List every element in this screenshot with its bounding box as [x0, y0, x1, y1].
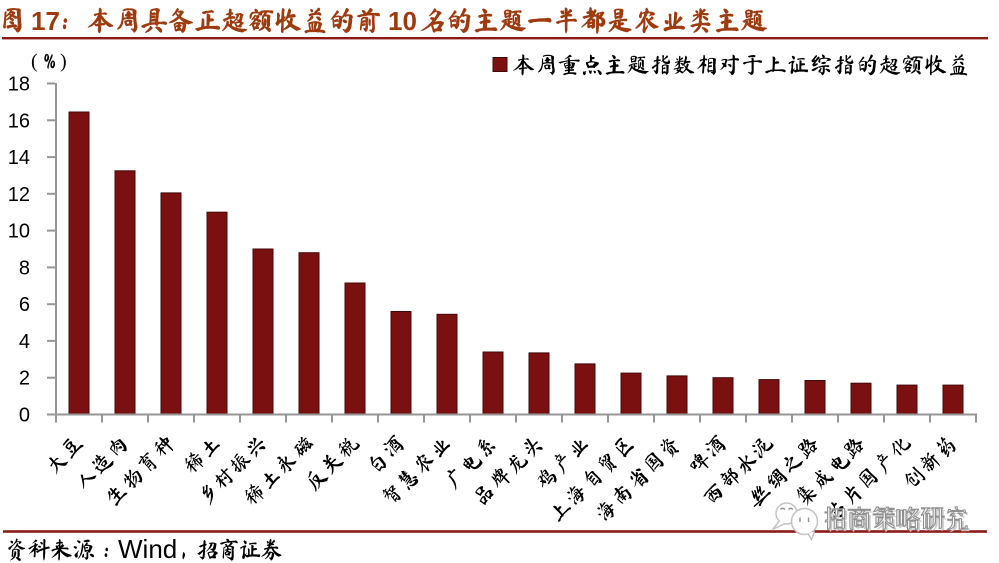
svg-text:10: 10	[388, 6, 417, 36]
svg-text:10: 10	[8, 221, 30, 243]
svg-text:0: 0	[19, 405, 30, 427]
svg-text:2: 2	[19, 368, 30, 390]
svg-text:14: 14	[8, 147, 30, 169]
svg-text:18: 18	[8, 74, 30, 96]
svg-text:4: 4	[19, 331, 30, 353]
svg-text:8: 8	[19, 257, 30, 279]
svg-text:17: 17	[31, 6, 60, 36]
svg-text:6: 6	[19, 294, 30, 316]
svg-text:(: (	[31, 51, 38, 73]
svg-text:12: 12	[8, 184, 30, 206]
svg-text:): )	[60, 51, 67, 73]
svg-text:16: 16	[8, 110, 30, 132]
svg-text:Wind: Wind	[118, 534, 177, 563]
